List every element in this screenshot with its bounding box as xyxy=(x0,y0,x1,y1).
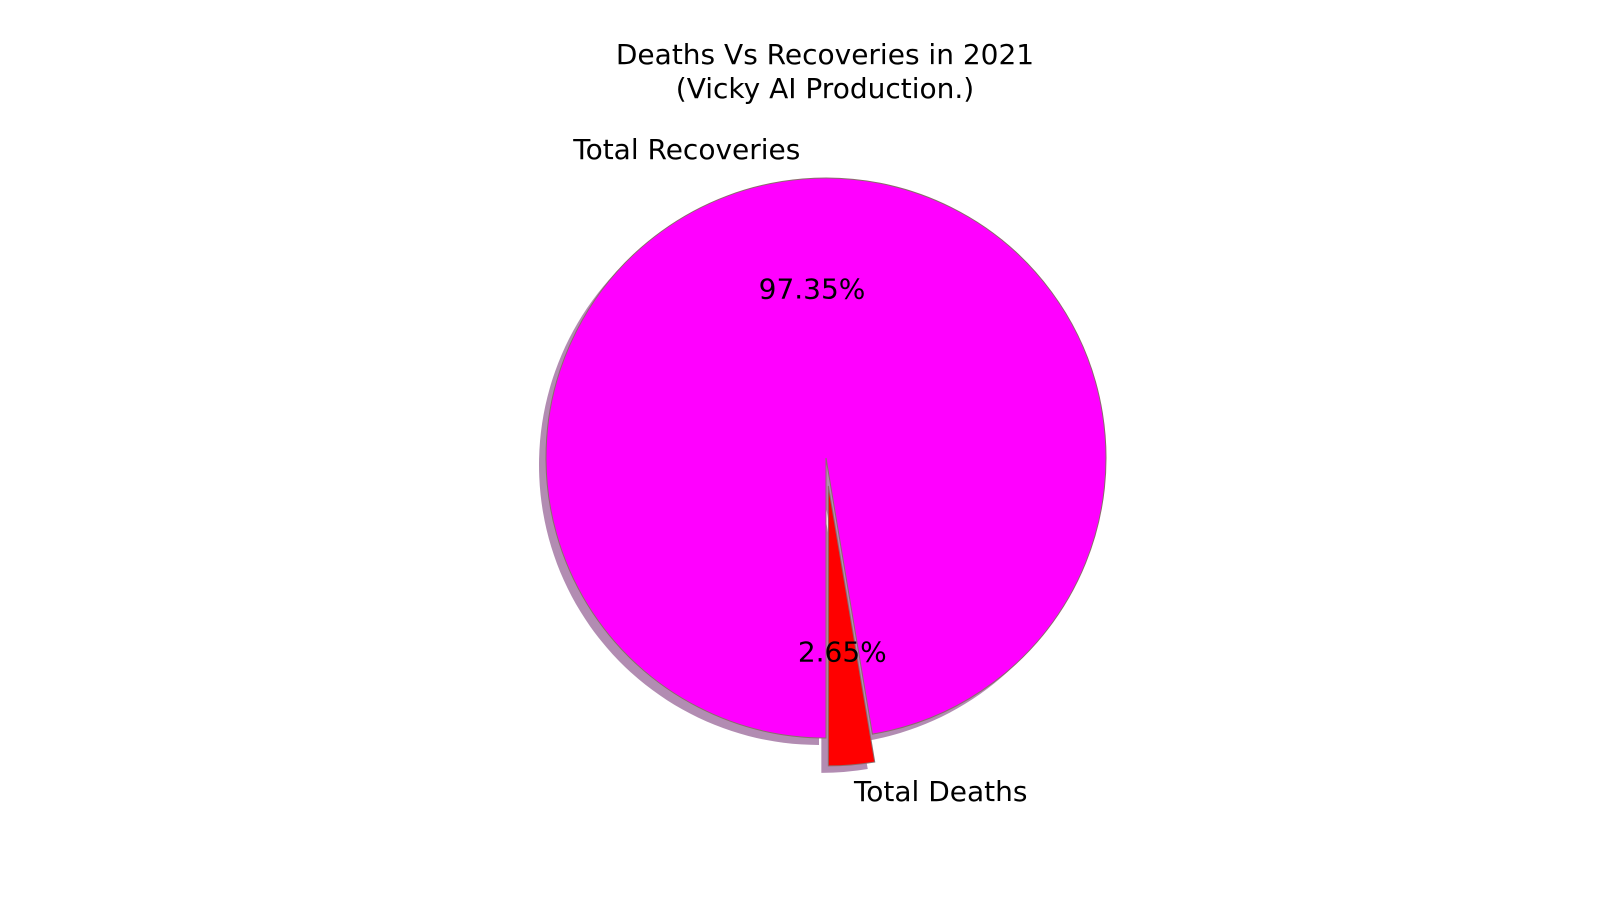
pie-slices xyxy=(545,177,1107,767)
chart-subtitle: (Vicky AI Production.) xyxy=(675,72,975,105)
slice-pct-total-recoveries: 97.35% xyxy=(759,273,866,306)
slice-label-total-deaths: Total Deaths xyxy=(853,775,1028,808)
pie-labels: Total Deaths 2.65% Total Recoveries 97.35% xyxy=(572,133,1027,808)
pie-slice-total-deaths xyxy=(827,485,876,767)
slice-pct-total-deaths: 2.65% xyxy=(798,635,887,668)
slice-label-total-recoveries: Total Recoveries xyxy=(572,133,800,166)
chart-title: Deaths Vs Recoveries in 2021 xyxy=(615,38,1035,71)
pie-slice-total-recoveries xyxy=(545,177,1107,739)
chart-title-block: Deaths Vs Recoveries in 2021 (Vicky AI P… xyxy=(0,38,1600,106)
